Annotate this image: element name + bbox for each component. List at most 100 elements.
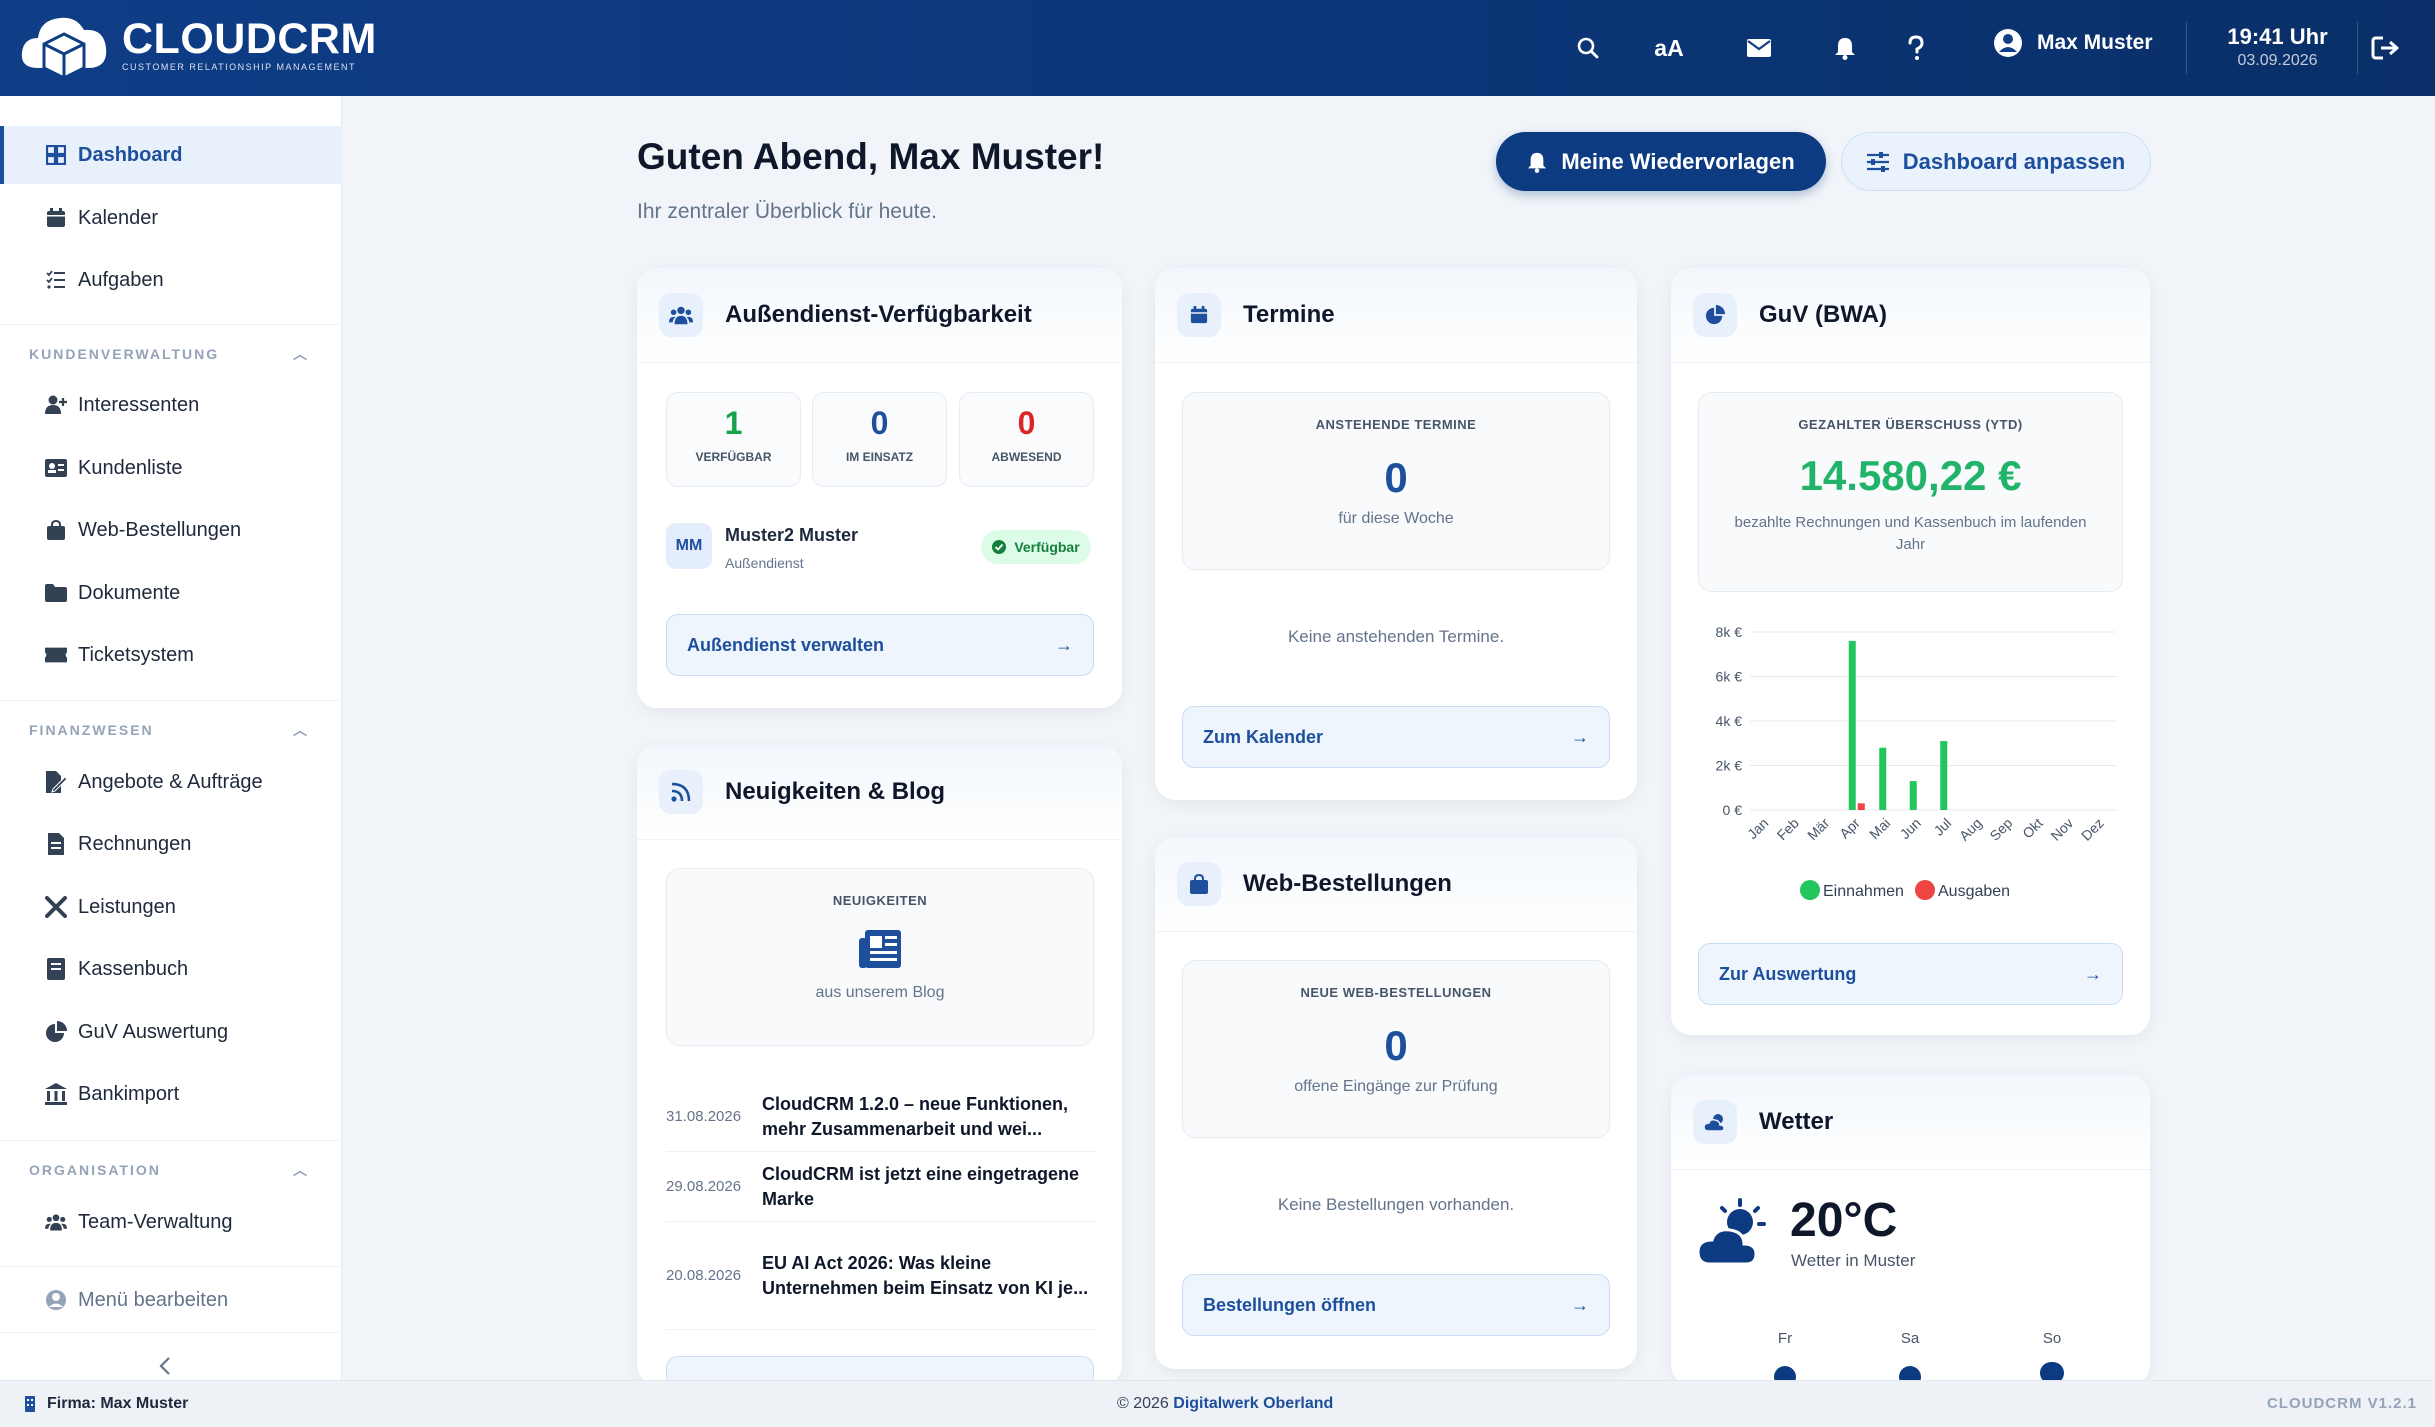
pie-chart-icon [45, 1021, 67, 1043]
card-title: Neuigkeiten & Blog [725, 778, 946, 805]
chart-xtick-label: Jul [1930, 815, 1954, 839]
section-organisation[interactable]: ORGANISATION ︿ [29, 1160, 309, 1180]
sidebar-item-kundenliste[interactable]: Kundenliste [0, 439, 342, 497]
sidebar-item-dokumente[interactable]: Dokumente [0, 564, 342, 622]
ticket-icon [45, 644, 67, 666]
appointments-empty: Keine anstehenden Termine. [1287, 627, 1505, 646]
section-title: KUNDENVERWALTUNG [29, 346, 220, 362]
chart-xtick-label: Aug [1956, 815, 1985, 844]
card-title: Außendienst-Verfügbarkeit [725, 301, 1032, 328]
sidebar-item-label: Bankimport [78, 1082, 180, 1105]
sidebar-item-guv-auswertung[interactable]: GuV Auswertung [0, 1003, 342, 1061]
logout-icon[interactable] [2366, 28, 2406, 68]
sidebar-item-dashboard[interactable]: Dashboard [0, 126, 342, 184]
mail-icon[interactable] [1739, 28, 1779, 68]
sidebar-divider [0, 1332, 342, 1333]
font-size-button[interactable]: aA [1654, 34, 1684, 61]
copyright: © 2026 Digitalwerk Oberland [1117, 1395, 1333, 1413]
card-title: GuV (BWA) [1759, 301, 1887, 328]
shopping-bag-icon [1177, 862, 1221, 906]
card-header: Wetter [1671, 1075, 2150, 1170]
help-icon[interactable] [1896, 28, 1936, 68]
open-orders-link[interactable]: Bestellungen öffnen → [1182, 1274, 1610, 1336]
collapse-sidebar-icon[interactable] [158, 1356, 172, 1376]
sidebar-item-rechnungen[interactable]: Rechnungen [0, 815, 342, 873]
manage-field-service-link[interactable]: Außendienst verwalten → [666, 614, 1094, 676]
newspaper-icon [859, 930, 901, 968]
card-title: Termine [1243, 301, 1335, 328]
card-header: Web-Bestellungen [1155, 837, 1637, 932]
arrow-right-icon: → [2084, 963, 2102, 984]
section-kundenverwaltung[interactable]: KUNDENVERWALTUNG ︿ [29, 344, 309, 364]
news-date: 20.08.2026 [666, 1267, 742, 1284]
cloud-sun-icon [1698, 1198, 1766, 1266]
sidebar-item-label: Aufgaben [78, 268, 164, 291]
sidebar-item-ticketsystem[interactable]: Ticketsystem [0, 626, 342, 684]
customize-dashboard-button[interactable]: Dashboard anpassen [1841, 132, 2151, 191]
version-label: CLOUDCRM V1.2.1 [2266, 1395, 2417, 1412]
sidebar-item-interessenten[interactable]: Interessenten [0, 376, 342, 434]
sidebar-edit-menu[interactable]: Menü bearbeiten [0, 1271, 342, 1329]
stat-label: ABWESEND [991, 450, 1062, 464]
list-item[interactable]: 29.08.2026 CloudCRM ist jetzt eine einge… [666, 1152, 1096, 1222]
chart-ytick-label: 6k € [1716, 669, 1743, 685]
stat-value: 0 [1017, 405, 1036, 441]
clock: 19:41 Uhr 03.09.2026 [2220, 24, 2335, 70]
list-item[interactable]: 31.08.2026 CloudCRM 1.2.0 – neue Funktio… [666, 1082, 1096, 1152]
appointments-count-label: für diese Woche [1338, 510, 1454, 527]
sidebar-item-bankimport[interactable]: Bankimport [0, 1065, 342, 1123]
news-box[interactable]: NEUIGKEITEN aus unserem Blog [666, 868, 1094, 1046]
weather-location: Wetter in Muster [1791, 1251, 1916, 1270]
legend-label: Ausgaben [1938, 883, 2010, 900]
bank-icon [45, 1083, 67, 1105]
chevron-up-icon: ︿ [293, 722, 309, 738]
user-menu[interactable]: Max Muster [1993, 28, 2153, 58]
orders-caption: NEUE WEB-BESTELLUNGEN [1300, 985, 1492, 1000]
orders-summary: NEUE WEB-BESTELLUNGEN 0 offene Eingänge … [1182, 960, 1610, 1138]
sidebar-item-label: Team-Verwaltung [78, 1210, 233, 1233]
tools-icon [45, 896, 67, 918]
chart-xtick-label: Mär [1804, 815, 1833, 844]
company-link[interactable]: Digitalwerk Oberland [1173, 1395, 1334, 1412]
clock-date: 03.09.2026 [2237, 52, 2318, 69]
chart-xtick-label: Apr [1836, 815, 1863, 842]
legend-marker [1915, 880, 1935, 900]
chart-ytick-label: 4k € [1716, 713, 1743, 729]
chart-xtick-label: Nov [2047, 815, 2076, 844]
pnl-summary: GEZAHLTER ÜBERSCHUSS (YTD) 14.580,22 € b… [1698, 392, 2123, 592]
stat-value: 1 [724, 405, 743, 441]
shopping-bag-icon [45, 519, 67, 541]
sidebar-divider [0, 1266, 342, 1267]
section-title: FINANZWESEN [29, 722, 154, 738]
sliders-icon [1866, 151, 1889, 172]
arrow-right-icon: → [1571, 726, 1589, 747]
pnl-caption: GEZAHLTER ÜBERSCHUSS (YTD) [1798, 417, 2023, 432]
chart-xtick-label: Jan [1744, 815, 1771, 842]
section-finanzwesen[interactable]: FINANZWESEN ︿ [29, 720, 309, 740]
employee-name[interactable]: Muster2 Muster [725, 525, 859, 545]
list-item[interactable]: 20.08.2026 EU AI Act 2026: Was kleine Un… [666, 1222, 1096, 1330]
sidebar-item-kassenbuch[interactable]: Kassenbuch [0, 940, 342, 998]
sidebar-item-team-verwaltung[interactable]: Team-Verwaltung [0, 1193, 342, 1251]
appointments-count: 0 [1384, 454, 1408, 501]
sidebar-item-leistungen[interactable]: Leistungen [0, 878, 342, 936]
chart-bar [1857, 803, 1865, 810]
sidebar-item-aufgaben[interactable]: Aufgaben [0, 251, 342, 309]
news-date: 31.08.2026 [666, 1108, 742, 1125]
to-evaluation-link[interactable]: Zur Auswertung → [1698, 943, 2123, 1005]
link-label: Zur Auswertung [1719, 963, 1857, 984]
sidebar-item-angebote[interactable]: Angebote & Aufträge [0, 753, 342, 811]
sidebar-item-kalender[interactable]: Kalender [0, 189, 342, 247]
sidebar-item-web-bestellungen[interactable]: Web-Bestellungen [0, 501, 342, 559]
app-logo[interactable]: CLOUDCRM CUSTOMER RELATIONSHIP MANAGEMEN… [18, 8, 377, 80]
to-calendar-link[interactable]: Zum Kalender → [1182, 706, 1610, 768]
bell-icon[interactable] [1825, 28, 1865, 68]
search-icon[interactable] [1568, 28, 1608, 68]
arrow-right-icon: → [1571, 1294, 1589, 1315]
card-title: Wetter [1759, 1108, 1834, 1135]
pnl-chart: 0 € 2k € 4k € 6k € 8k € Jan Feb Mär Apr Mai Jun Jul… [1716, 624, 2116, 900]
orders-count-label: offene Eingänge zur Prüfung [1294, 1078, 1498, 1095]
followups-button[interactable]: Meine Wiedervorlagen [1496, 132, 1826, 191]
sidebar-item-label: Ticketsystem [78, 643, 194, 666]
weather-day: So [2042, 1330, 2062, 1347]
